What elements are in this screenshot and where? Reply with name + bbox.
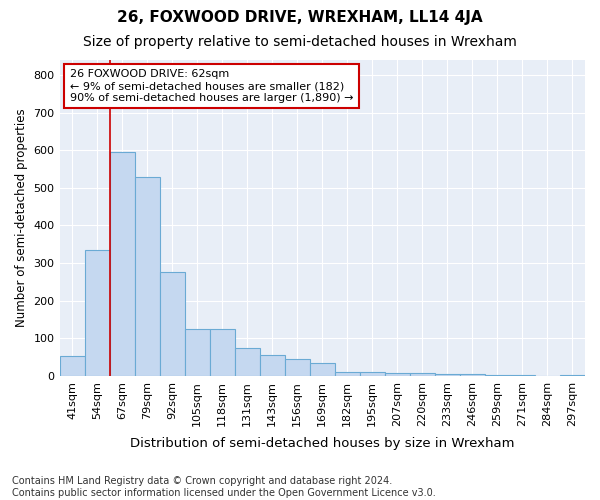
Text: Contains HM Land Registry data © Crown copyright and database right 2024.
Contai: Contains HM Land Registry data © Crown c…: [12, 476, 436, 498]
Bar: [285, 359, 310, 376]
Bar: [510, 375, 535, 376]
Text: Size of property relative to semi-detached houses in Wrexham: Size of property relative to semi-detach…: [83, 35, 517, 49]
Y-axis label: Number of semi-detached properties: Number of semi-detached properties: [15, 108, 28, 328]
Bar: [410, 373, 435, 376]
Bar: [335, 372, 360, 376]
Bar: [385, 373, 410, 376]
Bar: [185, 329, 209, 376]
Bar: [460, 374, 485, 376]
Bar: [110, 152, 134, 376]
Bar: [160, 272, 185, 376]
Bar: [485, 375, 510, 376]
Bar: [260, 355, 285, 376]
Bar: [209, 329, 235, 376]
Bar: [85, 250, 110, 376]
Text: 26 FOXWOOD DRIVE: 62sqm
← 9% of semi-detached houses are smaller (182)
90% of se: 26 FOXWOOD DRIVE: 62sqm ← 9% of semi-det…: [70, 70, 353, 102]
Bar: [560, 375, 585, 376]
Bar: [134, 176, 160, 376]
Bar: [235, 348, 260, 376]
Text: 26, FOXWOOD DRIVE, WREXHAM, LL14 4JA: 26, FOXWOOD DRIVE, WREXHAM, LL14 4JA: [117, 10, 483, 25]
Bar: [310, 362, 335, 376]
Bar: [435, 374, 460, 376]
Bar: [360, 372, 385, 376]
Bar: [59, 356, 85, 376]
X-axis label: Distribution of semi-detached houses by size in Wrexham: Distribution of semi-detached houses by …: [130, 437, 515, 450]
